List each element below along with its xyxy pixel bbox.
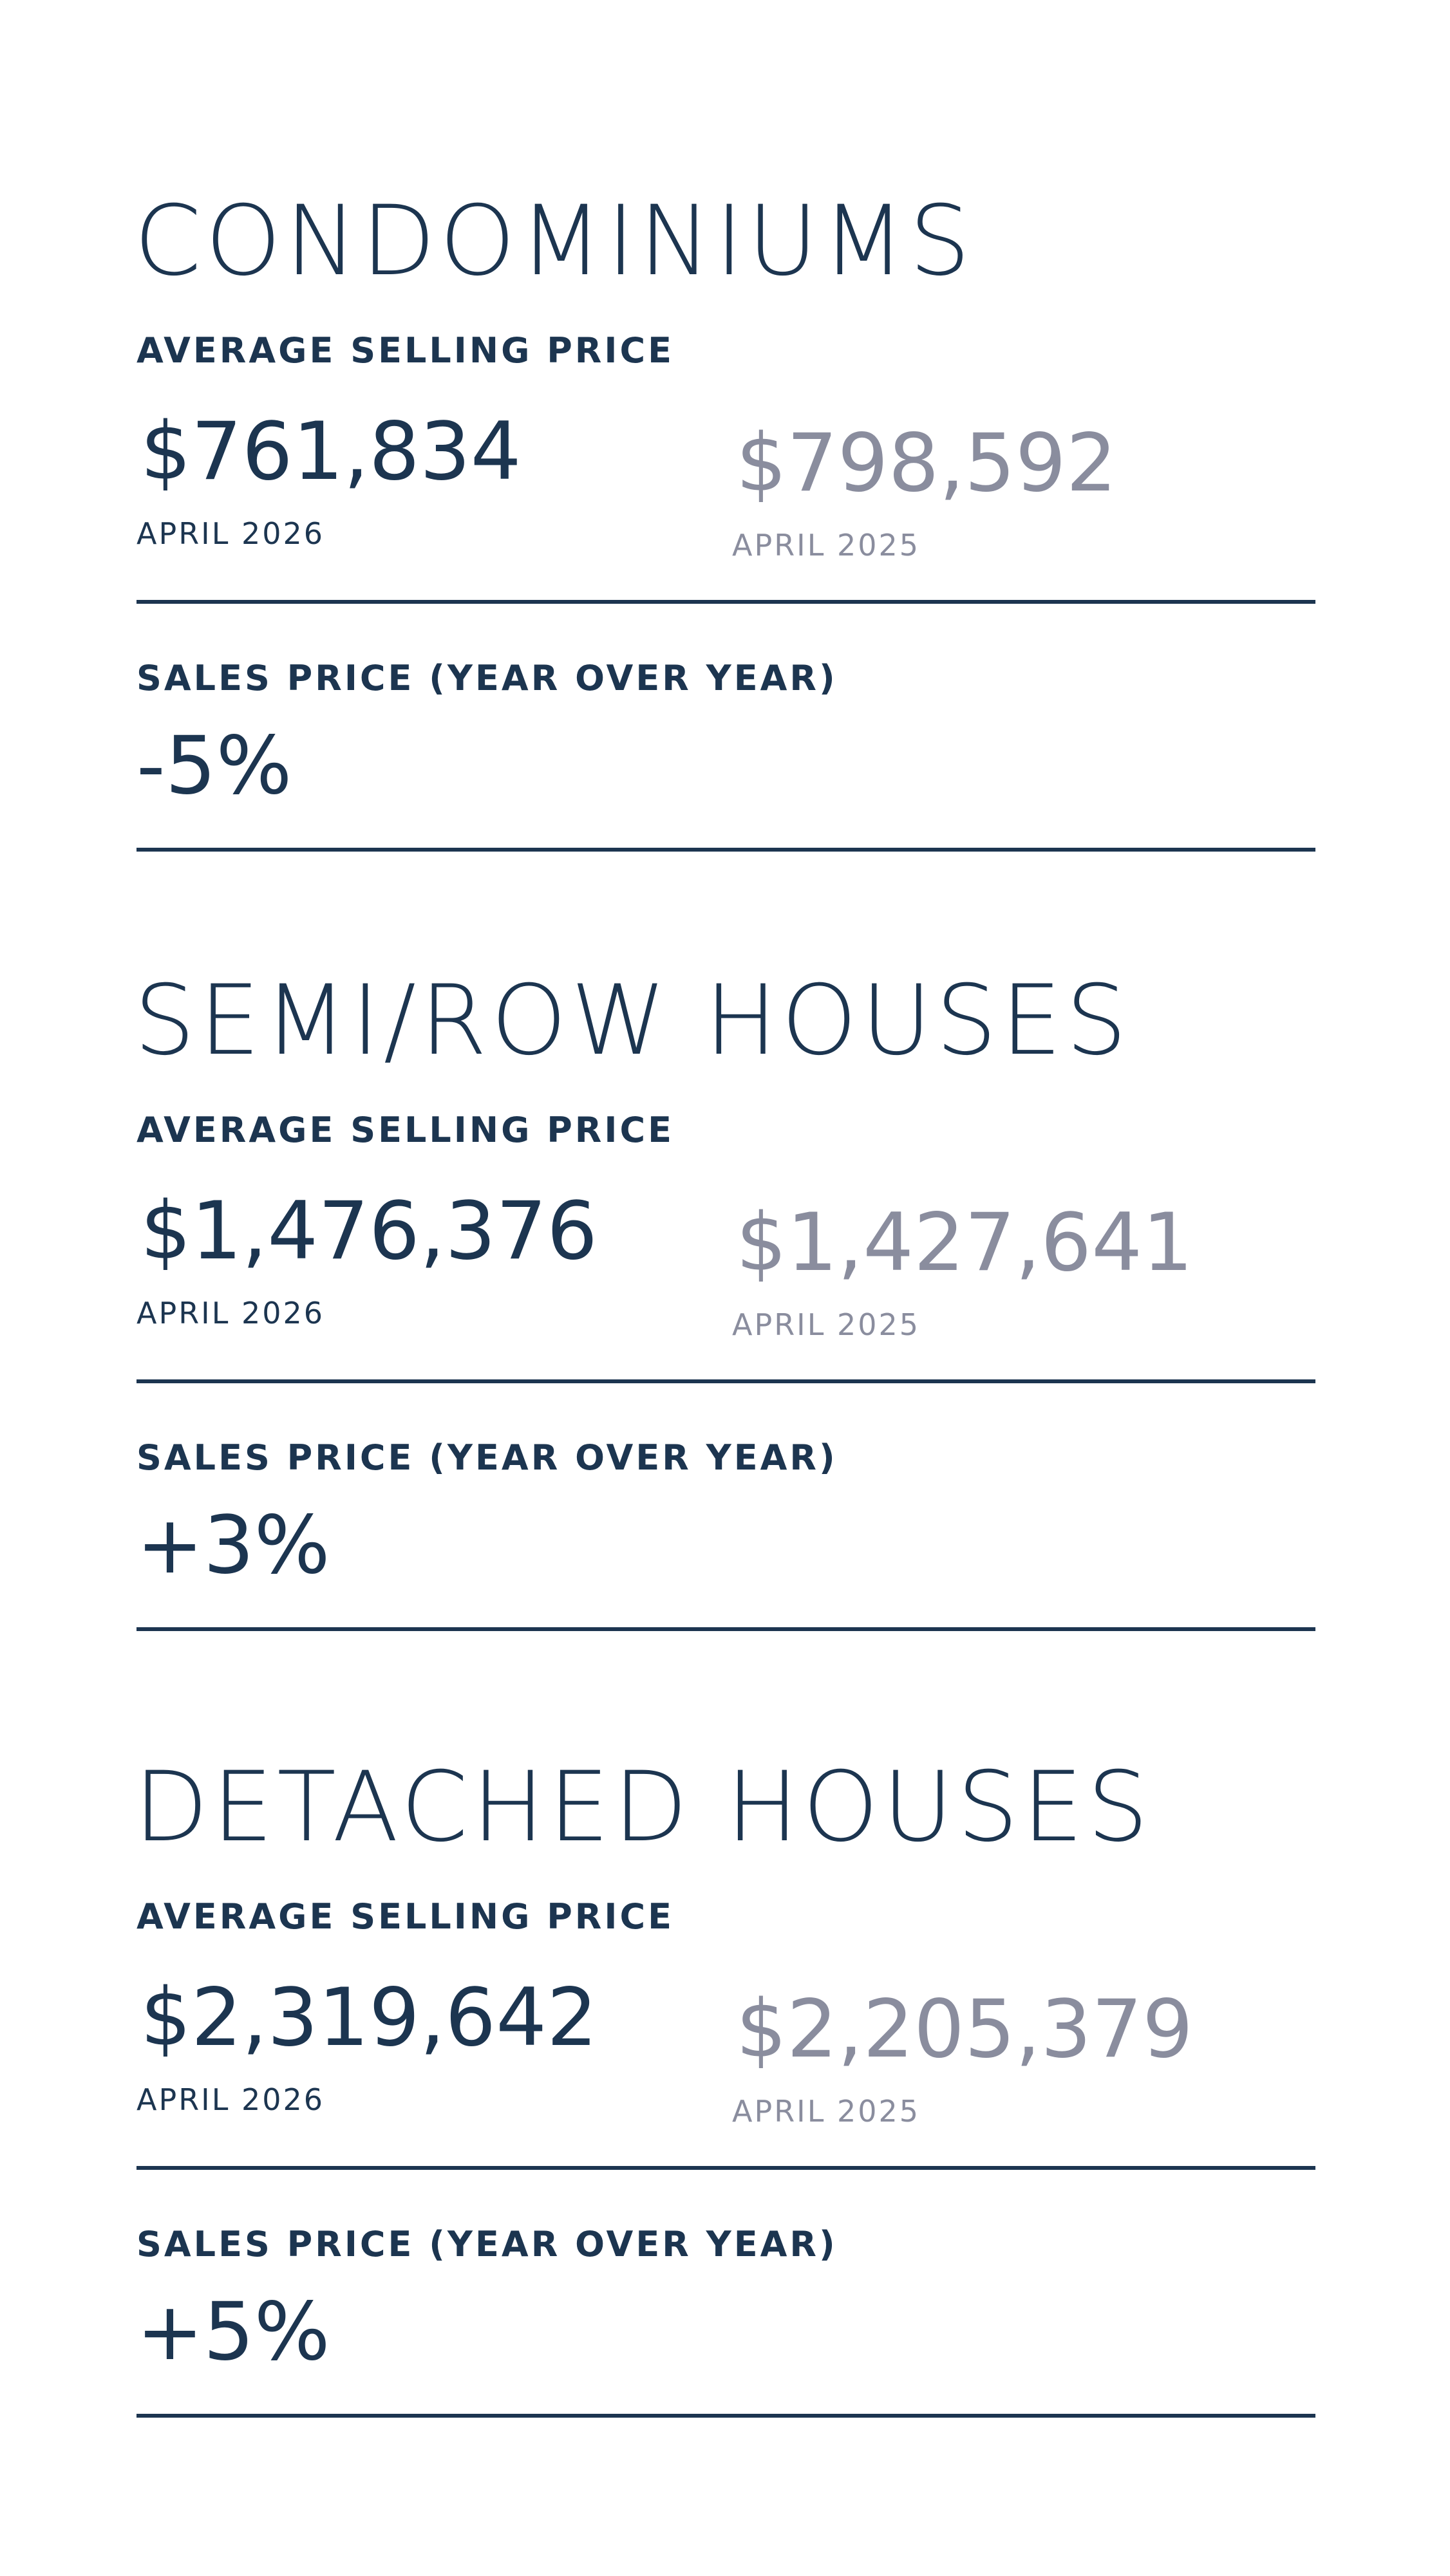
section-title: SEMI/ROW HOUSES — [134, 965, 1131, 1077]
section-title: CONDOMINIUMS — [134, 185, 974, 297]
average-label: AVERAGE SELLING PRICE — [137, 1896, 674, 1937]
previous-period: APRIL 2025 — [732, 1307, 920, 1342]
current-period: APRIL 2026 — [137, 2082, 325, 2117]
yoy-value: +3% — [137, 1499, 330, 1592]
average-label: AVERAGE SELLING PRICE — [137, 1110, 674, 1150]
section-title: DETACHED HOUSES — [134, 1751, 1153, 1863]
previous-period: APRIL 2025 — [732, 528, 920, 563]
previous-price: $798,592 — [736, 417, 1117, 510]
current-period: APRIL 2026 — [137, 516, 325, 551]
previous-period: APRIL 2025 — [732, 2094, 920, 2129]
current-period: APRIL 2026 — [137, 1296, 325, 1330]
previous-price: $1,427,641 — [736, 1197, 1193, 1289]
current-price: $1,476,376 — [140, 1185, 598, 1278]
yoy-value: -5% — [137, 720, 292, 812]
yoy-label: SALES PRICE (YEAR OVER YEAR) — [137, 2224, 838, 2264]
yoy-label: SALES PRICE (YEAR OVER YEAR) — [137, 658, 838, 698]
yoy-value: +5% — [137, 2286, 330, 2378]
average-label: AVERAGE SELLING PRICE — [137, 330, 674, 371]
current-price: $761,834 — [140, 406, 522, 498]
yoy-label: SALES PRICE (YEAR OVER YEAR) — [137, 1437, 838, 1478]
previous-price: $2,205,379 — [736, 1983, 1193, 2076]
current-price: $2,319,642 — [140, 1972, 598, 2064]
